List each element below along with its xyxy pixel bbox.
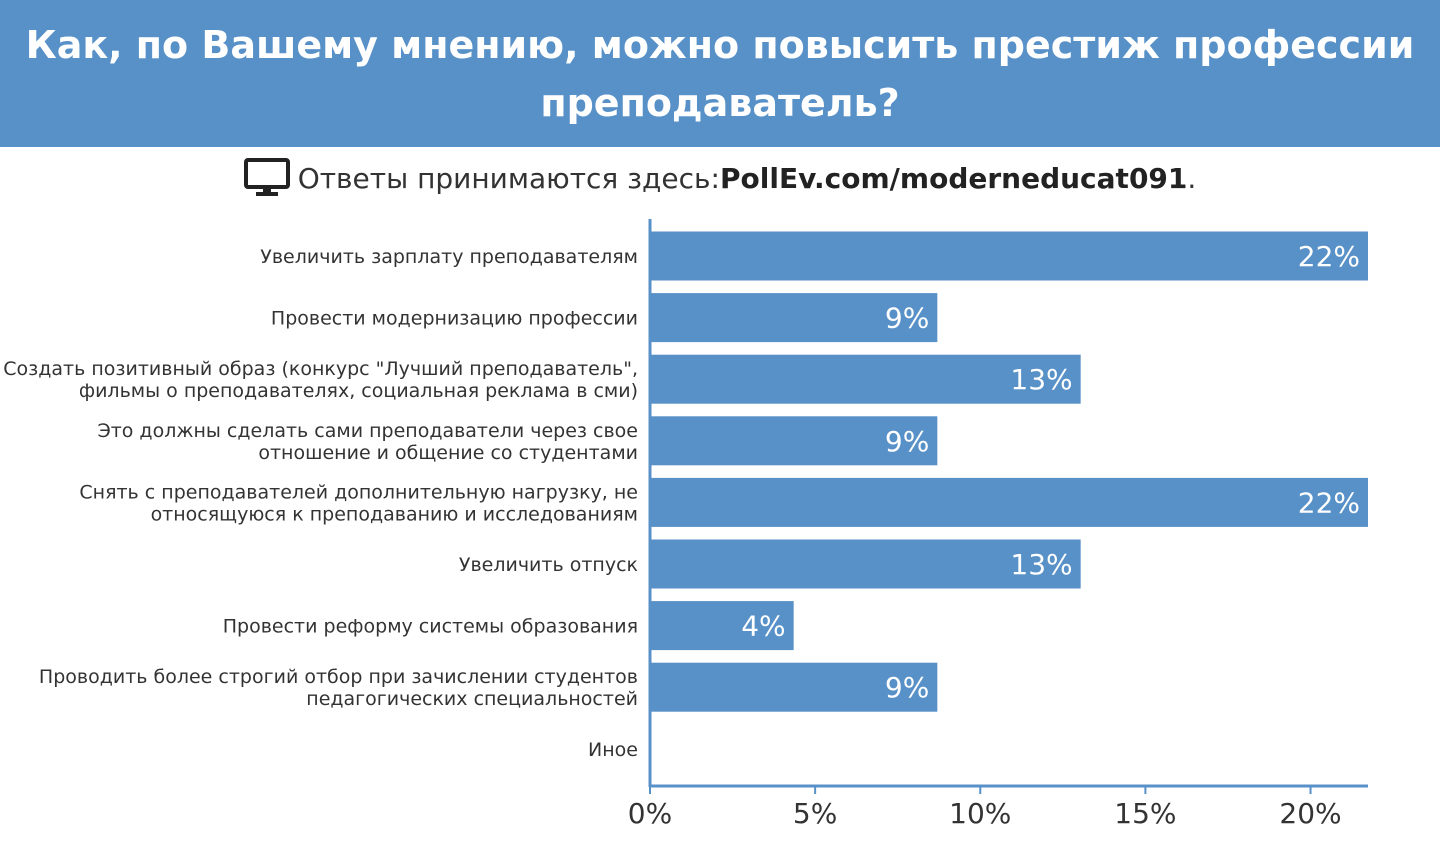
bar [650, 231, 1368, 281]
bar-value-label: 9% [885, 425, 929, 458]
bar [650, 477, 1368, 527]
page-title: Как, по Вашему мнению, можно повысить пр… [25, 22, 1415, 125]
category-label: отношение и общение со студентами [258, 442, 638, 464]
bar-value-label: 13% [1010, 548, 1072, 581]
bar [650, 662, 938, 712]
bar [650, 354, 1081, 404]
category-label: Иное [588, 739, 638, 761]
bar-value-label: 9% [885, 302, 929, 335]
bar-value-label: 9% [885, 671, 929, 704]
category-label: фильмы о преподавателях, социальная рекл… [79, 380, 638, 402]
category-label: Провести реформу системы образования [223, 616, 638, 638]
bar-value-label: 22% [1298, 486, 1360, 519]
category-label: Это должны сделать сами преподаватели че… [97, 420, 638, 442]
category-label: Создать позитивный образ (конкурс "Лучши… [3, 358, 638, 380]
x-tick-label: 20% [1279, 797, 1341, 830]
header-banner: Как, по Вашему мнению, можно повысить пр… [0, 0, 1440, 147]
category-label: педагогических специальностей [306, 688, 638, 710]
category-label: относящуюся к преподаванию и исследовани… [151, 503, 638, 525]
x-tick-label: 10% [949, 797, 1011, 830]
category-label: Снять с преподавателей дополнительную на… [79, 481, 638, 503]
response-instructions: Ответы принимаются здесь: PollEv.com/mod… [0, 150, 1440, 206]
bar-value-label: 4% [741, 610, 785, 643]
category-label: Провести модернизацию профессии [271, 308, 638, 330]
category-label: Увеличить зарплату преподавателям [260, 246, 638, 268]
bar-value-label: 13% [1010, 363, 1072, 396]
category-label: Проводить более строгий отбор при зачисл… [39, 666, 638, 688]
category-label: Увеличить отпуск [459, 554, 638, 576]
poll-url-link[interactable]: PollEv.com/moderneducat091 [719, 161, 1188, 195]
response-suffix: . [1187, 161, 1197, 195]
bar [650, 416, 938, 466]
bar [650, 601, 794, 651]
x-tick-label: 0% [628, 797, 672, 830]
bar [650, 293, 938, 343]
monitor-icon [243, 158, 290, 196]
bar-value-label: 22% [1298, 240, 1360, 273]
x-tick-label: 15% [1114, 797, 1176, 830]
response-prefix: Ответы принимаются здесь: [297, 161, 720, 195]
x-tick-label: 5% [793, 797, 837, 830]
bar [650, 539, 1081, 589]
